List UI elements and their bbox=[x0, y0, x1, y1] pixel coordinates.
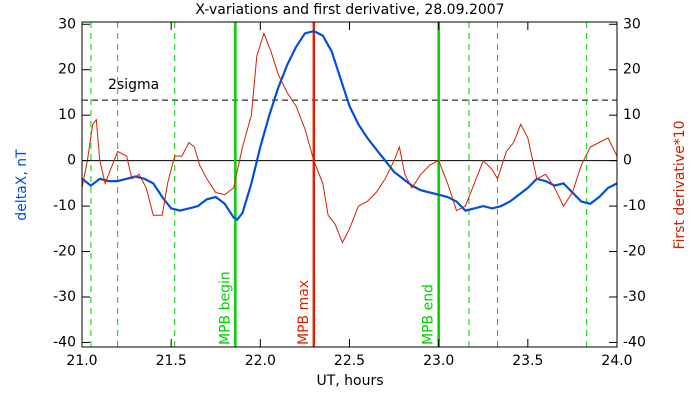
x-tick-label: 24.0 bbox=[601, 353, 632, 369]
y2-tick-label: -40 bbox=[623, 334, 646, 350]
x-tick-label: 23.0 bbox=[423, 353, 454, 369]
y-tick-label: -20 bbox=[53, 244, 76, 260]
x-tick-label: 21.0 bbox=[66, 353, 97, 369]
y-tick-label: -10 bbox=[53, 198, 76, 214]
x-tick-label: 22.0 bbox=[245, 353, 276, 369]
y-tick-label: -40 bbox=[53, 334, 76, 350]
marker-label: MPB end bbox=[421, 284, 437, 345]
y2-tick-label: -30 bbox=[623, 289, 646, 305]
y-tick-label: 30 bbox=[58, 16, 76, 32]
series-line bbox=[81, 31, 618, 244]
y2-tick-label: 10 bbox=[623, 107, 641, 123]
plot-frame bbox=[81, 21, 618, 348]
x-tick-label: 23.5 bbox=[512, 353, 543, 369]
x-tick-label: 22.5 bbox=[334, 353, 365, 369]
chart-title: X-variations and first derivative, 28.09… bbox=[195, 2, 504, 18]
y-tick-label: -30 bbox=[53, 289, 76, 305]
reference-label: 2sigma bbox=[108, 77, 159, 93]
y-tick-label: 0 bbox=[67, 153, 76, 169]
y2-tick-label: -10 bbox=[623, 198, 646, 214]
marker-label: MPB begin bbox=[217, 271, 233, 345]
y-axis-label: deltaX, nT bbox=[14, 149, 30, 221]
series-line bbox=[81, 29, 618, 222]
y-tick-label: 20 bbox=[58, 62, 76, 78]
y2-tick-label: -20 bbox=[623, 244, 646, 260]
y2-tick-label: 0 bbox=[623, 153, 632, 169]
marker-label: MPB max bbox=[296, 280, 312, 345]
y2-tick-label: 20 bbox=[623, 62, 641, 78]
x-tick-label: 21.5 bbox=[156, 353, 187, 369]
y2-tick-label: 30 bbox=[623, 16, 641, 32]
x-axis-label: UT, hours bbox=[316, 373, 383, 389]
y2-axis-label: First derivative*10 bbox=[672, 120, 688, 249]
y-tick-label: 10 bbox=[58, 107, 76, 123]
